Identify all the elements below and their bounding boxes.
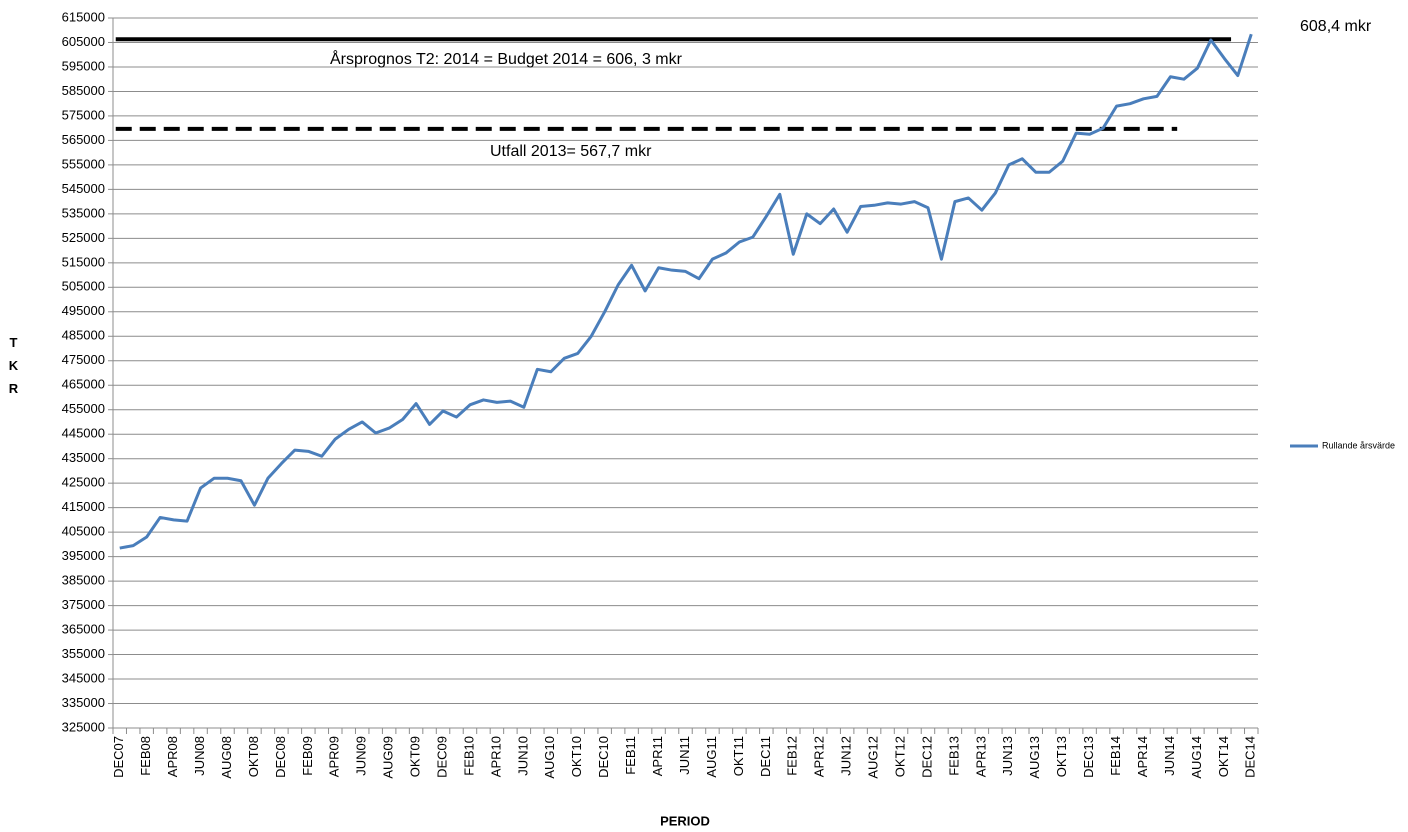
x-tick-label: DEC14 bbox=[1243, 736, 1258, 778]
x-tick-label: FEB12 bbox=[785, 736, 800, 776]
y-tick-label: 355000 bbox=[62, 646, 105, 661]
x-tick-label: AUG08 bbox=[219, 736, 234, 779]
x-tick-label: JUN13 bbox=[1000, 736, 1015, 776]
y-tick-label: 435000 bbox=[62, 450, 105, 465]
annotation: Årsprognos T2: 2014 = Budget 2014 = 606,… bbox=[330, 49, 683, 68]
y-tick-label: 585000 bbox=[62, 83, 105, 98]
x-tick-label: APR14 bbox=[1135, 736, 1150, 777]
x-tick-label: AUG11 bbox=[704, 736, 719, 778]
x-axis-label: PERIOD bbox=[660, 813, 710, 828]
y-tick-label: 595000 bbox=[62, 58, 105, 73]
y-tick-label: 465000 bbox=[62, 377, 105, 392]
y-tick-label: 445000 bbox=[62, 426, 105, 441]
legend-label: Rullande årsvärde bbox=[1322, 440, 1395, 450]
x-tick-label: AUG14 bbox=[1189, 736, 1204, 779]
x-tick-label: DEC08 bbox=[273, 736, 288, 778]
y-tick-label: 525000 bbox=[62, 230, 105, 245]
x-tick-label: APR09 bbox=[327, 736, 342, 777]
y-tick-label: 515000 bbox=[62, 254, 105, 269]
y-tick-label: 555000 bbox=[62, 156, 105, 171]
x-tick-label: OKT13 bbox=[1054, 736, 1069, 777]
x-tick-label: OKT14 bbox=[1216, 736, 1231, 777]
x-tick-label: APR10 bbox=[488, 736, 503, 777]
y-tick-label: 545000 bbox=[62, 181, 105, 196]
y-tick-label: 365000 bbox=[62, 622, 105, 637]
x-tick-label: APR11 bbox=[650, 736, 665, 776]
annotation: 608,4 mkr bbox=[1300, 18, 1372, 35]
x-tick-label: FEB14 bbox=[1108, 736, 1123, 776]
x-tick-label: APR08 bbox=[165, 736, 180, 777]
x-tick-label: FEB09 bbox=[300, 736, 315, 776]
y-tick-label: 415000 bbox=[62, 499, 105, 514]
x-tick-label: DEC09 bbox=[434, 736, 449, 778]
x-tick-label: DEC10 bbox=[596, 736, 611, 778]
y-tick-label: 485000 bbox=[62, 328, 105, 343]
y-tick-label: 505000 bbox=[62, 279, 105, 294]
x-tick-label: OKT08 bbox=[246, 736, 261, 777]
x-tick-label: OKT11 bbox=[731, 736, 746, 776]
x-tick-label: DEC13 bbox=[1081, 736, 1096, 778]
x-tick-label: DEC12 bbox=[919, 736, 934, 778]
y-tick-label: 395000 bbox=[62, 548, 105, 563]
y-tick-label: 495000 bbox=[62, 303, 105, 318]
x-tick-label: JUN12 bbox=[839, 736, 854, 776]
x-tick-label: FEB08 bbox=[138, 736, 153, 776]
x-tick-label: DEC11 bbox=[758, 736, 773, 777]
y-tick-label: 455000 bbox=[62, 401, 105, 416]
x-tick-label: AUG09 bbox=[381, 736, 396, 779]
y-tick-label: 325000 bbox=[62, 719, 105, 734]
x-tick-label: FEB11 bbox=[623, 736, 638, 775]
y-tick-label: 375000 bbox=[62, 597, 105, 612]
y-tick-label: 615000 bbox=[62, 9, 105, 24]
x-tick-label: DEC07 bbox=[111, 736, 126, 778]
y-tick-label: 335000 bbox=[62, 695, 105, 710]
x-tick-label: AUG13 bbox=[1027, 736, 1042, 779]
x-tick-label: JUN11 bbox=[677, 736, 692, 775]
x-tick-label: FEB13 bbox=[946, 736, 961, 776]
y-tick-label: 385000 bbox=[62, 573, 105, 588]
y-tick-label: 345000 bbox=[62, 670, 105, 685]
y-tick-label: 605000 bbox=[62, 34, 105, 49]
x-tick-label: JUN08 bbox=[192, 736, 207, 776]
y-tick-label: 425000 bbox=[62, 475, 105, 490]
x-tick-label: JUN10 bbox=[515, 736, 530, 776]
x-tick-label: APR12 bbox=[812, 736, 827, 777]
x-tick-label: FEB10 bbox=[461, 736, 476, 776]
x-tick-label: JUN14 bbox=[1162, 736, 1177, 776]
y-tick-label: 475000 bbox=[62, 352, 105, 367]
annotation: Utfall 2013= 567,7 mkr bbox=[490, 143, 652, 160]
x-tick-label: OKT10 bbox=[569, 736, 584, 777]
y-tick-label: 535000 bbox=[62, 205, 105, 220]
x-tick-label: JUN09 bbox=[354, 736, 369, 776]
data-line bbox=[119, 33, 1253, 550]
y-tick-label: 575000 bbox=[62, 107, 105, 122]
x-tick-label: AUG12 bbox=[866, 736, 881, 779]
x-tick-label: OKT09 bbox=[408, 736, 423, 777]
x-tick-label: OKT12 bbox=[892, 736, 907, 777]
y-axis-label: TKR bbox=[6, 335, 21, 404]
y-tick-label: 405000 bbox=[62, 524, 105, 539]
y-tick-label: 565000 bbox=[62, 132, 105, 147]
x-tick-label: AUG10 bbox=[542, 736, 557, 779]
x-tick-label: APR13 bbox=[973, 736, 988, 777]
